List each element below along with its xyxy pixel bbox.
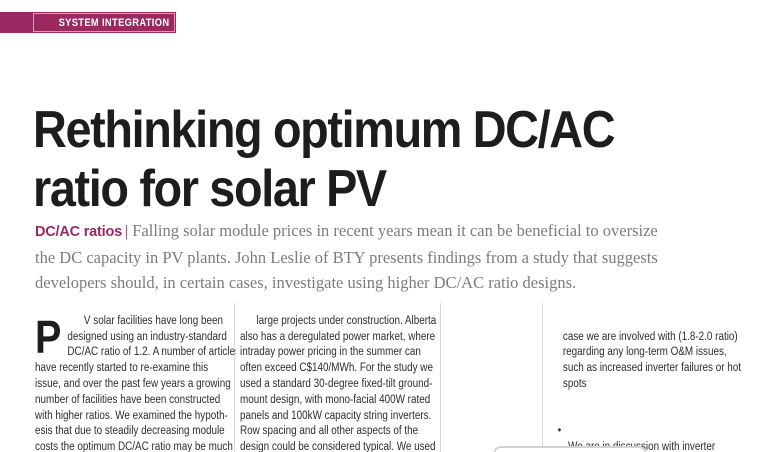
headline-line-1: Rethinking optimum DC/AC	[33, 100, 616, 159]
bullet-continuation-text: case we are involved with (1.8-2.0 ratio…	[562, 330, 741, 390]
column-divider-1	[234, 303, 235, 452]
standfirst-kicker: DC/AC ratios	[35, 223, 123, 240]
headline-line-2: ratio for solar PV	[33, 159, 387, 218]
column-1-text: V solar facilities have long been design…	[35, 314, 236, 452]
clipped-figure-box	[493, 446, 647, 452]
column-2-text: large projects under construction. Alber…	[240, 314, 437, 452]
bullet-marker-icon: •	[557, 425, 562, 438]
column-divider-2	[440, 303, 441, 452]
category-tag-frame: SYSTEM INTEGRATION	[32, 13, 175, 32]
column-divider-3	[542, 303, 543, 452]
drop-cap: P	[35, 310, 62, 363]
article-standfirst: DC/AC ratios | Falling solar module prices…	[35, 218, 750, 295]
category-tag-label: SYSTEM INTEGRATION	[58, 16, 169, 29]
article-headline: Rethinking optimum DC/AC ratio for solar…	[33, 100, 616, 219]
body-column-2: large projects under construction. Alber…	[240, 298, 440, 452]
category-tag-bar: SYSTEM INTEGRATION	[0, 12, 176, 33]
standfirst-separator: |	[125, 222, 129, 240]
body-column-3: case we are involved with (1.8-2.0 ratio…	[556, 298, 745, 452]
standfirst-text: Falling solar module prices in recent ye…	[35, 220, 658, 292]
